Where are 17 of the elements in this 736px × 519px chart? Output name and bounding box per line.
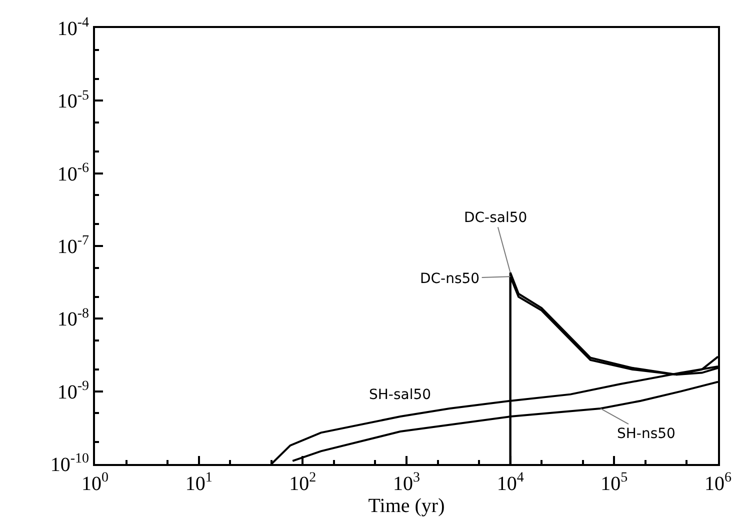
y-tick-label: 10$^{-6}$: [57, 160, 89, 186]
series-label: SH-ns50: [617, 426, 676, 442]
x-tick-label: 10$^{3}$: [393, 470, 420, 495]
y-tick-label: 10$^{-4}$: [57, 16, 89, 40]
x-tick-label: 10$^{2}$: [289, 470, 316, 495]
y-tick-label: 10$^{-5}$: [57, 88, 89, 113]
series-label: SH-sal50: [369, 387, 432, 403]
x-tick-label: 10$^{4}$: [496, 470, 524, 495]
text: DC-sal50: [464, 210, 528, 226]
x-axis-title: Time (yr): [368, 495, 445, 517]
y-tick-label: 10$^{-7}$: [57, 234, 89, 258]
x-tick-label: 10$^{1}$: [185, 470, 212, 495]
x-tick-label: 10$^{5}$: [600, 470, 628, 495]
x-tick-label: 10$^{6}$: [704, 470, 732, 495]
y-tick-label: 10$^{-8}$: [57, 306, 89, 331]
text: DC-ns50: [420, 271, 480, 287]
y-tick-label: 10$^{-9}$: [57, 378, 89, 404]
